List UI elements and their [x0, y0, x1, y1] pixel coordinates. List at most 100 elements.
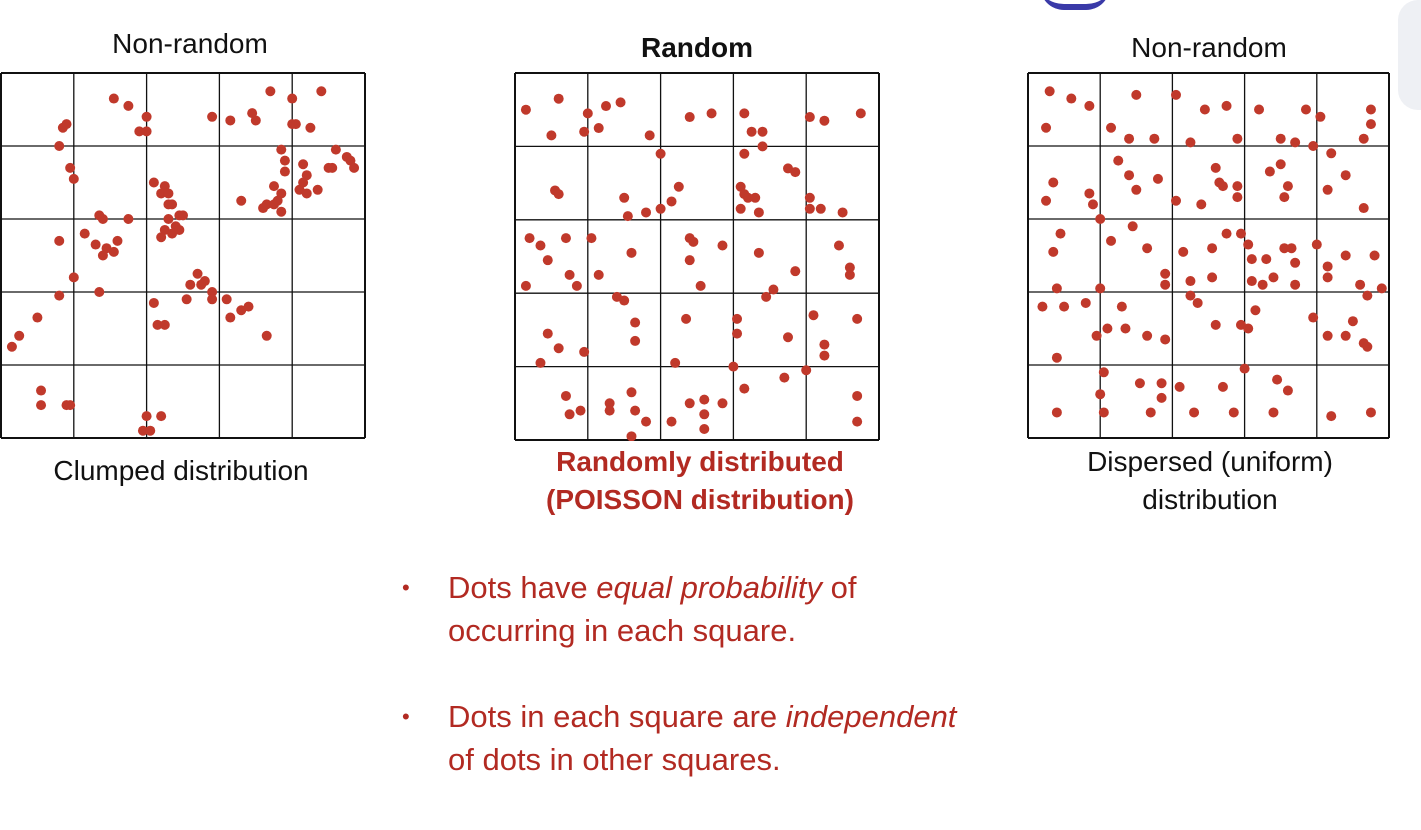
distribution-dot: [250, 115, 261, 126]
distribution-dot: [1365, 104, 1376, 115]
distribution-dot: [305, 122, 316, 133]
distribution-dot: [185, 279, 196, 290]
distribution-dot: [670, 357, 681, 368]
distribution-dot: [65, 162, 76, 173]
distribution-dot: [575, 405, 586, 416]
distribution-dot: [1048, 177, 1059, 188]
distribution-dot: [90, 239, 101, 250]
distribution-dot: [1268, 407, 1279, 418]
distribution-dot: [1340, 330, 1351, 341]
distribution-dot: [6, 341, 17, 352]
distribution-dot: [1048, 246, 1059, 257]
distribution-dot: [108, 246, 119, 257]
distribution-dot: [1275, 159, 1286, 170]
distribution-dot: [619, 295, 630, 306]
distribution-dot: [630, 317, 641, 328]
bullet-2-text-before: Dots in each square are: [448, 699, 786, 734]
distribution-dot: [1362, 341, 1373, 352]
distribution-dot: [1098, 407, 1109, 418]
distribution-dot: [626, 247, 637, 258]
distribution-dot: [1264, 166, 1275, 177]
distribution-dot: [1232, 133, 1243, 144]
bullet-marker: •: [402, 575, 410, 600]
distribution-dot: [615, 97, 626, 108]
distribution-dot: [1044, 86, 1055, 97]
distribution-dot: [1160, 279, 1171, 290]
distribution-dot: [735, 203, 746, 214]
distribution-dot: [1185, 290, 1196, 301]
bullet-1-text-after: of occurring in each square.: [448, 570, 857, 648]
distribution-dot: [655, 148, 666, 159]
distribution-dot: [316, 86, 327, 97]
distribution-dot: [1217, 181, 1228, 192]
distribution-dot: [207, 294, 218, 305]
distribution-dot: [36, 400, 47, 411]
distribution-dot: [1160, 268, 1171, 279]
distribution-dot: [141, 126, 152, 137]
distribution-dot: [1102, 323, 1113, 334]
distribution-dot: [1268, 272, 1279, 283]
distribution-dot: [804, 203, 815, 214]
distribution-dot: [1131, 184, 1142, 195]
distribution-dot: [1246, 254, 1257, 265]
distribution-dot: [1322, 272, 1333, 283]
distribution-dot: [123, 100, 134, 111]
bullet-2-emphasis: independent: [785, 699, 957, 734]
distribution-dot: [1261, 254, 1272, 265]
slide-corner-decoration: [1398, 0, 1421, 110]
distribution-dot: [520, 280, 531, 291]
distribution-dot: [97, 250, 108, 261]
distribution-dot: [688, 236, 699, 247]
distribution-dot: [553, 189, 564, 200]
distribution-dot: [1365, 407, 1376, 418]
distribution-dot: [1257, 279, 1268, 290]
distribution-dot: [68, 173, 79, 184]
distribution-dot: [1106, 122, 1117, 133]
distribution-dot: [732, 328, 743, 339]
distribution-dot: [276, 144, 287, 155]
distribution-dot: [1124, 133, 1135, 144]
distribution-dot: [279, 155, 290, 166]
distribution-dot: [553, 93, 564, 104]
distribution-dot: [1347, 316, 1358, 327]
distribution-dot: [1207, 272, 1218, 283]
distribution-dot: [695, 280, 706, 291]
distribution-dot: [808, 310, 819, 321]
distribution-dot: [163, 214, 174, 224]
distribution-dot: [54, 290, 65, 301]
distribution-dot: [269, 181, 279, 192]
distribution-dot: [684, 255, 695, 266]
distribution-dot: [1279, 243, 1290, 254]
distribution-dot: [152, 319, 163, 330]
distribution-dot: [768, 284, 779, 295]
distribution-dot: [145, 425, 156, 436]
distribution-dot: [1290, 279, 1301, 290]
distribution-dot: [520, 104, 531, 115]
distribution-dot: [1095, 389, 1106, 400]
distribution-dot: [619, 192, 630, 203]
distribution-dot: [163, 188, 174, 199]
random-grid: [514, 72, 880, 441]
caption-clumped: Clumped distribution: [0, 452, 362, 490]
distribution-dot: [699, 394, 710, 405]
distribution-dot: [855, 108, 866, 119]
distribution-dot: [579, 346, 590, 357]
distribution-dot: [178, 210, 188, 221]
distribution-dot: [1239, 363, 1250, 374]
distribution-dot: [626, 387, 637, 398]
distribution-dot: [750, 192, 761, 203]
distribution-dot: [560, 390, 571, 401]
caption-dispersed: Dispersed (uniform) distribution: [1010, 443, 1410, 519]
distribution-dot: [746, 126, 757, 137]
distribution-dot: [1282, 181, 1293, 192]
distribution-dot: [279, 166, 290, 177]
distribution-dot: [181, 294, 192, 305]
bullet-2-text-after: of dots in other squares.: [448, 742, 781, 777]
distribution-dot: [1322, 184, 1333, 195]
distribution-dot: [1185, 137, 1196, 148]
distribution-dot: [815, 203, 826, 214]
distribution-dot: [148, 177, 159, 188]
distribution-dot: [134, 126, 145, 137]
distribution-dot: [1326, 148, 1337, 159]
distribution-dot: [243, 301, 254, 312]
